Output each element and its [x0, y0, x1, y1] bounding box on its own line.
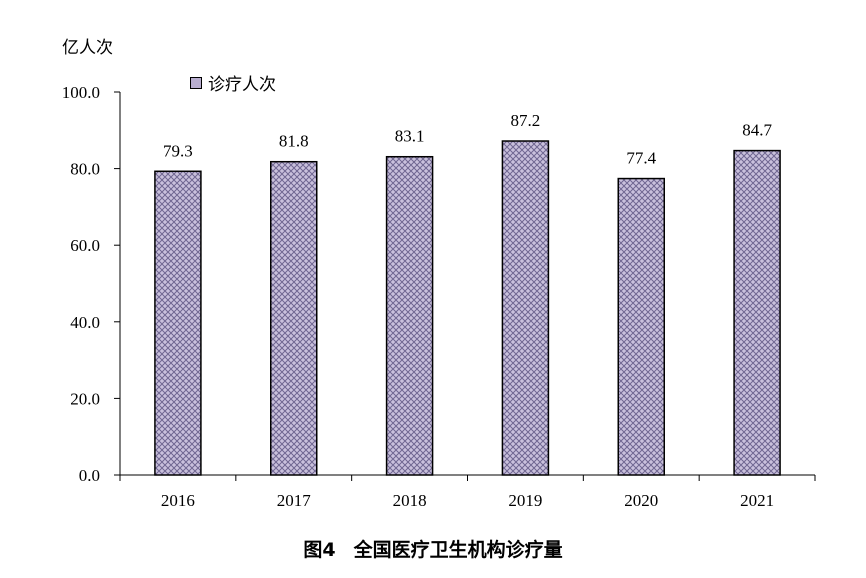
figure-number: 图4: [303, 539, 336, 561]
bar-2016: [154, 170, 202, 476]
y-tick-label: 0.0: [79, 466, 100, 485]
bar-2021: [733, 149, 781, 476]
x-tick-label-2021: 2021: [740, 491, 774, 510]
legend-swatch: [190, 76, 202, 89]
x-tick-label-2018: 2018: [393, 491, 427, 510]
value-label-2019: 87.2: [511, 111, 541, 130]
x-tick-label-2017: 2017: [277, 491, 312, 510]
y-tick-label: 60.0: [70, 236, 100, 255]
bar-2017: [270, 160, 318, 476]
x-tick-label-2016: 2016: [161, 491, 195, 510]
bar-2019: [501, 140, 550, 476]
y-tick-label: 100.0: [62, 83, 100, 102]
legend: 诊疗人次: [190, 70, 276, 95]
value-label-2021: 84.7: [742, 121, 772, 140]
value-label-2020: 77.4: [626, 149, 656, 168]
value-label-2016: 79.3: [163, 141, 193, 160]
figure-title: 全国医疗卫生机构诊疗量: [353, 539, 563, 561]
y-tick-label: 40.0: [70, 313, 100, 332]
x-tick-label-2020: 2020: [624, 491, 658, 510]
value-label-2018: 83.1: [395, 127, 425, 146]
y-tick-label: 20.0: [70, 389, 100, 408]
bar-2020: [617, 177, 665, 476]
figure-caption: 图4 全国医疗卫生机构诊疗量: [0, 535, 866, 562]
x-tick-label-2019: 2019: [508, 491, 542, 510]
y-axis-unit-label: 亿人次: [62, 38, 113, 58]
legend-label: 诊疗人次: [208, 75, 276, 95]
bar-2018: [385, 155, 434, 476]
y-tick-label: 80.0: [70, 160, 100, 179]
value-label-2017: 81.8: [279, 132, 309, 151]
